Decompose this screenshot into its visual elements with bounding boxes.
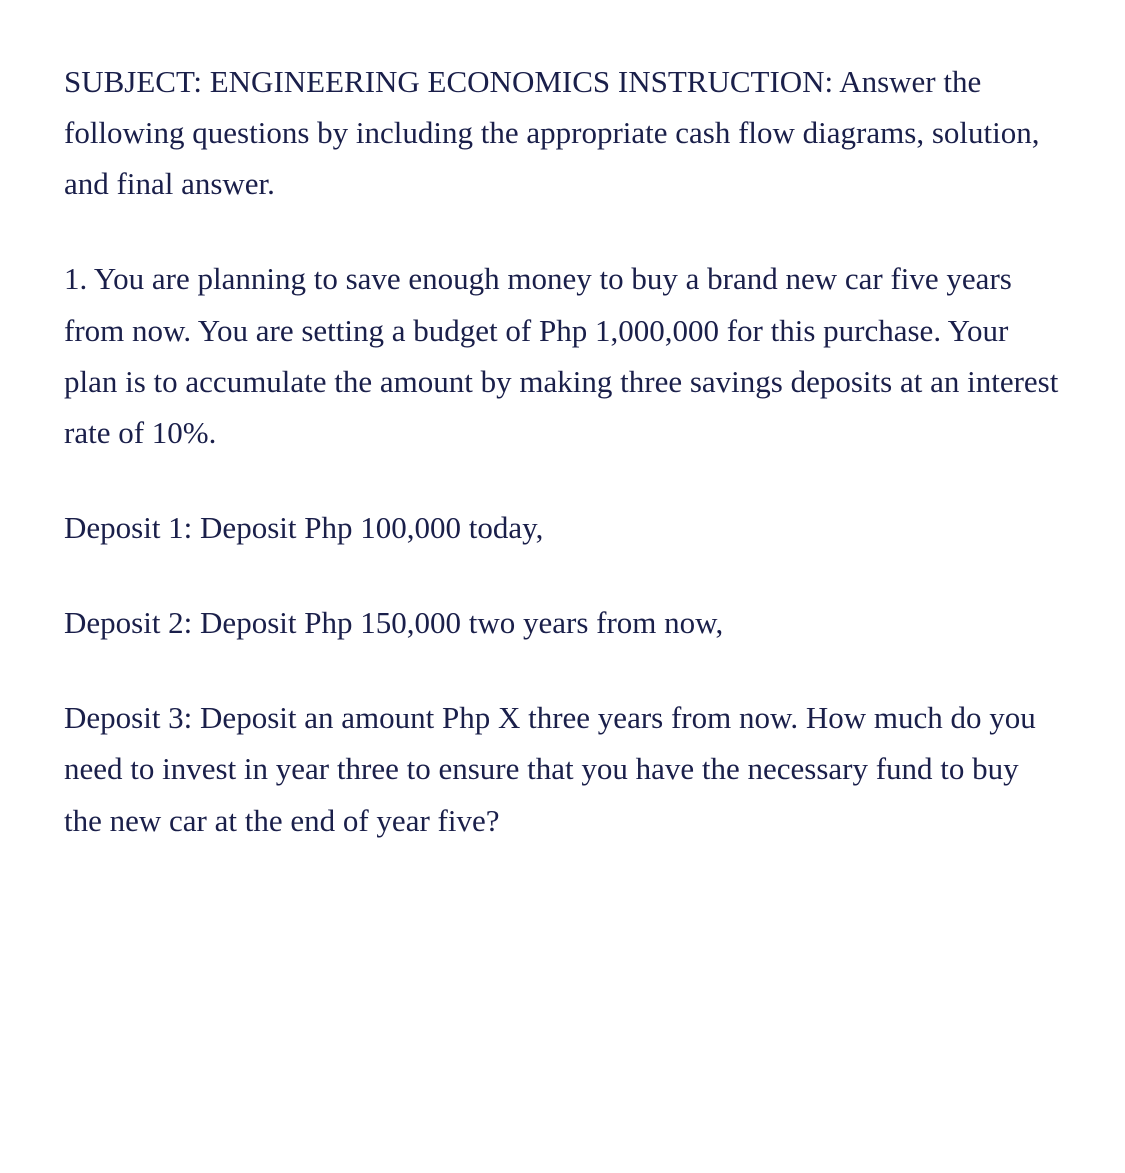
- header-paragraph: SUBJECT: ENGINEERING ECONOMICS INSTRUCTI…: [64, 56, 1061, 209]
- deposit-1-paragraph: Deposit 1: Deposit Php 100,000 today,: [64, 502, 1061, 553]
- deposit-2-paragraph: Deposit 2: Deposit Php 150,000 two years…: [64, 597, 1061, 648]
- deposit-3-paragraph: Deposit 3: Deposit an amount Php X three…: [64, 692, 1061, 845]
- question-paragraph: 1. You are planning to save enough money…: [64, 253, 1061, 458]
